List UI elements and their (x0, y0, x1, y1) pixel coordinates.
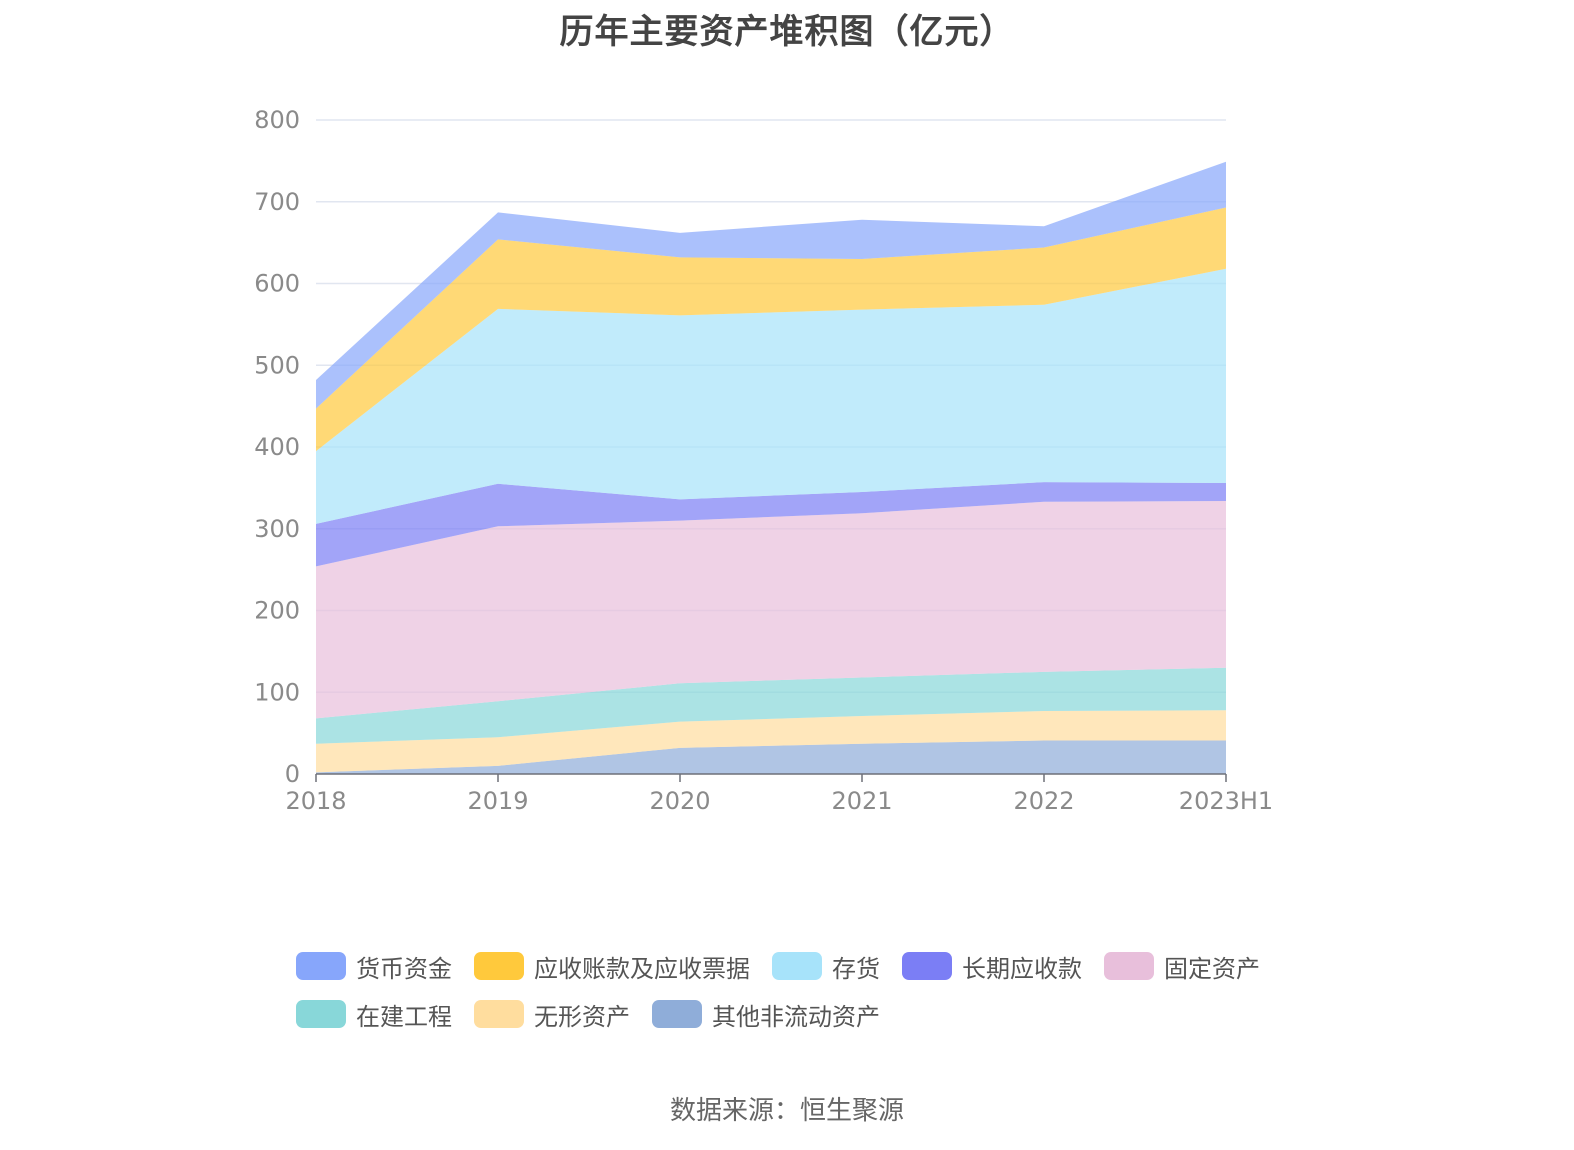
axes: 0 100 200 300 400 500 600 700 800 2018 2019 2020 202… (254, 106, 1273, 815)
legend-label: 其他非流动资产 (712, 1002, 880, 1031)
y-tick-label: 800 (254, 106, 300, 134)
legend-item[interactable]: 应收账款及应收票据 (474, 949, 750, 984)
y-tick-label: 500 (254, 351, 300, 379)
area-series-0 (316, 740, 1226, 774)
area-series-3 (316, 500, 1226, 719)
legend-swatch (772, 952, 822, 980)
legend-item[interactable]: 存货 (772, 949, 880, 984)
legend-label: 在建工程 (356, 1002, 452, 1031)
legend-swatch (296, 1000, 346, 1028)
legend-item[interactable]: 长期应收款 (902, 949, 1082, 984)
area-series-6 (316, 207, 1226, 452)
x-tick-label: 2019 (467, 787, 528, 815)
legend-swatch (1104, 952, 1154, 980)
legend-swatch (652, 1000, 702, 1028)
legend-swatch (474, 1000, 524, 1028)
legend-label: 货币资金 (356, 954, 452, 983)
y-tick-label: 400 (254, 433, 300, 461)
x-tick-label: 2018 (285, 787, 346, 815)
legend-swatch (902, 952, 952, 980)
legend-label: 长期应收款 (962, 954, 1082, 983)
legend-label: 固定资产 (1164, 954, 1260, 983)
legend-label: 无形资产 (534, 1002, 630, 1031)
y-tick-label: 0 (285, 760, 300, 788)
legend-swatch (296, 952, 346, 980)
legend-item[interactable]: 货币资金 (296, 949, 452, 984)
y-tick-label: 700 (254, 188, 300, 216)
y-tick-label: 600 (254, 270, 300, 298)
legend-label: 存货 (832, 954, 880, 983)
legend-row-1: 货币资金 应收账款及应收票据 存货 长期应收款 固定资产 (296, 942, 1296, 990)
area-series-5 (316, 268, 1226, 524)
y-tick-label: 300 (254, 515, 300, 543)
data-source: 数据来源：恒生聚源 (669, 1096, 904, 1126)
legend-swatch (474, 952, 524, 980)
legend-item[interactable]: 无形资产 (474, 997, 630, 1032)
area-series-2 (316, 667, 1226, 744)
legend-item[interactable]: 其他非流动资产 (652, 997, 880, 1032)
chart-title: 历年主要资产堆积图（亿元） (559, 12, 1015, 52)
legend-item[interactable]: 固定资产 (1104, 949, 1260, 984)
area-series-4 (316, 482, 1226, 567)
area-layers (316, 161, 1226, 774)
x-tick-label: 2020 (649, 787, 710, 815)
y-tick-label: 100 (254, 678, 300, 706)
legend-row-2: 在建工程 无形资产 其他非流动资产 (296, 990, 1296, 1038)
x-tick-label: 2022 (1013, 787, 1074, 815)
legend: 货币资金 应收账款及应收票据 存货 长期应收款 固定资产 在建工程 无形资产 其他非流动资产 (296, 942, 1296, 1038)
legend-item[interactable]: 在建工程 (296, 997, 452, 1032)
area-series-1 (316, 710, 1226, 773)
area-series-7 (316, 161, 1226, 409)
x-tick-label: 2021 (831, 787, 892, 815)
legend-label: 应收账款及应收票据 (534, 954, 750, 983)
x-tick-label: 2023H1 (1179, 787, 1273, 815)
y-tick-label: 200 (254, 597, 300, 625)
